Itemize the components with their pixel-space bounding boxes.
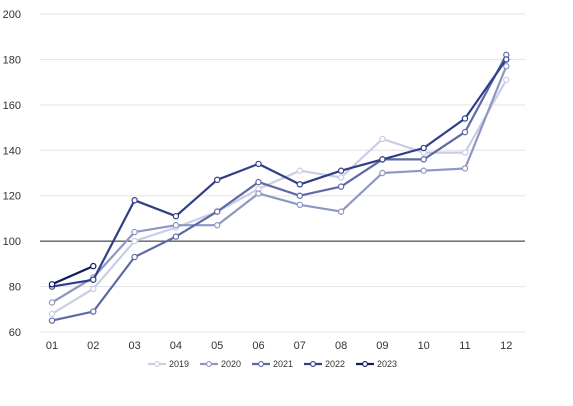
legend-item-2023: 2023: [356, 359, 397, 369]
series-line-2020: [51, 65, 508, 304]
legend-item-2020: 2020: [200, 359, 241, 369]
data-point: [213, 176, 221, 184]
legend-swatch-marker: [362, 361, 368, 367]
data-point: [420, 167, 427, 174]
data-point: [420, 156, 427, 163]
y-tick-label: 60: [9, 327, 21, 339]
y-axis-ticks: 60 80 100 120 140 160 180 200: [3, 9, 21, 339]
x-tick-label: 05: [211, 340, 223, 352]
data-point: [379, 135, 386, 143]
data-point: [337, 208, 345, 215]
x-tick-label: 12: [500, 340, 512, 352]
data-point: [131, 253, 138, 261]
data-point: [461, 128, 469, 136]
data-point: [461, 149, 469, 156]
data-point: [503, 56, 510, 63]
data-point: [296, 192, 303, 199]
legend-item-2021: 2021: [252, 359, 293, 369]
data-point: [337, 183, 345, 190]
data-point: [172, 212, 180, 220]
x-tick-label: 09: [376, 340, 388, 352]
x-tick-label: 03: [128, 340, 140, 352]
legend-label: 2019: [169, 359, 189, 369]
data-point: [213, 208, 221, 215]
series-line-2022: [51, 58, 508, 288]
data-point: [172, 222, 180, 229]
data-point: [255, 178, 262, 186]
y-tick-label: 100: [3, 236, 21, 248]
series-line-2021: [51, 54, 508, 322]
legend: 2019 2020 2021 2022 2023: [148, 359, 397, 369]
data-point: [503, 76, 510, 84]
legend-swatch-marker: [154, 361, 160, 367]
y-tick-label: 140: [3, 145, 21, 157]
data-point: [48, 317, 56, 324]
legend-swatch-marker: [206, 361, 212, 367]
legend-label: 2020: [221, 359, 241, 369]
legend-label: 2023: [377, 359, 397, 369]
y-tick-label: 180: [3, 54, 21, 66]
x-tick-label: 07: [294, 340, 306, 352]
data-point: [337, 167, 345, 174]
data-point: [48, 281, 56, 288]
data-point: [131, 237, 138, 245]
legend-label: 2021: [273, 359, 293, 369]
data-point: [90, 285, 97, 293]
series-2023: [48, 262, 97, 288]
y-tick-label: 120: [3, 191, 21, 203]
y-tick-label: 200: [3, 9, 21, 21]
y-tick-label: 160: [3, 100, 21, 112]
x-tick-label: 04: [170, 340, 182, 352]
data-point: [255, 190, 262, 197]
series-line-2019: [51, 79, 508, 315]
x-tick-label: 11: [459, 340, 470, 352]
data-point: [461, 165, 469, 172]
data-point: [90, 262, 97, 270]
x-axis-ticks: 01 02 03 04 05 06 07 08 09 10 11 12: [46, 340, 513, 352]
data-point: [296, 201, 303, 208]
series-2019: [48, 76, 510, 318]
data-point: [379, 169, 386, 177]
data-point: [48, 299, 56, 306]
x-tick-label: 02: [87, 340, 99, 352]
series-line-2023: [51, 265, 94, 286]
data-point: [503, 63, 510, 70]
y-tick-label: 80: [9, 282, 21, 294]
legend-label: 2022: [325, 359, 345, 369]
data-point: [296, 167, 303, 174]
series-group: [48, 51, 510, 324]
legend-item-2019: 2019: [148, 359, 189, 369]
data-point: [255, 160, 262, 168]
data-point: [131, 228, 138, 236]
data-point: [131, 197, 138, 204]
data-point: [296, 181, 303, 188]
data-point: [48, 310, 56, 318]
x-tick-label: 06: [252, 340, 264, 352]
data-point: [172, 233, 180, 240]
data-point: [213, 222, 221, 229]
series-2020: [48, 63, 510, 306]
data-point: [461, 115, 469, 122]
data-point: [90, 308, 97, 315]
legend-item-2022: 2022: [304, 359, 345, 369]
series-2021: [48, 51, 510, 324]
legend-swatch-marker: [258, 361, 264, 367]
x-tick-label: 10: [418, 340, 430, 352]
series-2022: [48, 56, 510, 290]
data-point: [379, 156, 386, 163]
data-point: [337, 174, 345, 181]
data-point: [420, 144, 427, 152]
grid-lines: [40, 13, 525, 333]
x-tick-label: 01: [46, 340, 58, 352]
data-point: [90, 276, 97, 283]
x-tick-label: 08: [335, 340, 347, 352]
legend-swatch-marker: [310, 361, 316, 367]
